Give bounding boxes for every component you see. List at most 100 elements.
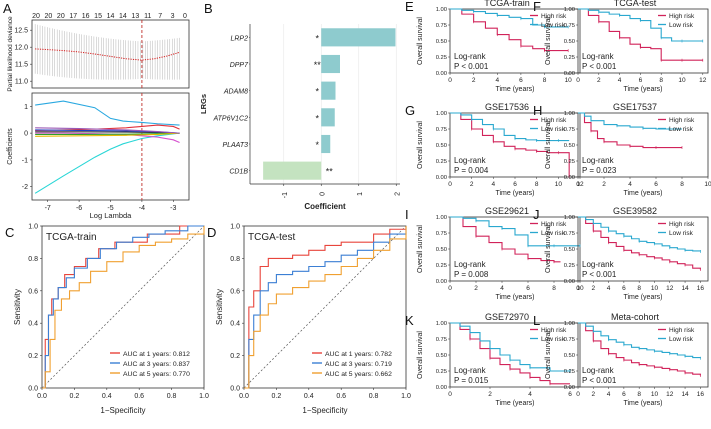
x-tick-label: -7 (45, 205, 51, 212)
y-tick-label: 0.00 (436, 279, 447, 285)
top-tick-label: 20 (32, 13, 40, 20)
y-tick-label: 11.5 (15, 62, 28, 69)
y-tick-label: 0.75 (436, 127, 447, 133)
x-tick-label: 6 (526, 285, 530, 292)
y-tick-label: 0.00 (564, 279, 575, 285)
roc-curve (42, 226, 205, 389)
x-tick-label: 6 (513, 181, 517, 188)
x-axis-label: Time (years) (623, 190, 662, 197)
y-tick-label: 1.00 (564, 215, 575, 221)
gene-label: CD1B (229, 169, 248, 176)
top-tick-label: 13 (131, 13, 139, 20)
coefficient-path (35, 132, 180, 137)
top-tick-label: 11 (144, 13, 151, 20)
x-tick-label: 4 (492, 181, 496, 188)
logrank-label: Log-rank (582, 366, 615, 375)
y-tick-label: 1.00 (436, 321, 447, 327)
panel-letter: K (405, 313, 414, 328)
top-tick-label: 17 (69, 13, 77, 20)
top-tick-label: 0 (183, 13, 187, 20)
gene-label: ATP6V1C2 (213, 115, 249, 122)
panel-letter: D (207, 225, 216, 240)
roc-curve (244, 226, 407, 389)
x-tick-label: 12 (666, 285, 674, 292)
x-tick-label: 0 (576, 181, 580, 188)
coefficient-bar (321, 81, 336, 100)
gene-label: ADAM8 (223, 89, 248, 96)
logrank-label: Log-rank (582, 156, 615, 165)
x-axis-label: Time (years) (495, 190, 534, 197)
y-axis-label: Overall survival (545, 121, 552, 169)
coefficient-path (35, 100, 180, 126)
x-tick-label: 4 (528, 391, 532, 398)
y-tick-label: 0.25 (436, 55, 447, 61)
y-tick-label: 12.0 (14, 45, 28, 52)
y-tick-label: 0.25 (564, 159, 575, 165)
y-tick-label: 0.8 (28, 256, 38, 263)
x-tick-label: 12 (666, 391, 674, 398)
x-tick-label: 0.4 (304, 393, 314, 400)
mean-deviance-line (35, 48, 180, 61)
plot-title: GSE17536 (485, 102, 529, 112)
deviance-plot-frame (31, 19, 190, 89)
y-tick-label: 1.00 (564, 111, 575, 117)
x-tick-label: 1.0 (199, 393, 209, 400)
x-tick-label: 0.6 (134, 393, 144, 400)
y-tick-label: 0.25 (564, 55, 575, 61)
plot-title: GSE72970 (485, 312, 529, 322)
x-tick-label: 2 (472, 77, 476, 84)
top-tick-label: 20 (45, 13, 53, 20)
roc-plot-frame (41, 225, 205, 389)
x-tick-label: 10 (576, 285, 584, 292)
x-axis-label: Time (years) (623, 294, 662, 301)
y-axis-label: Partial likelihood deviance (7, 16, 14, 92)
x-tick-label: 2 (597, 77, 601, 84)
roc-curve (42, 225, 204, 389)
plot-title: GSE17537 (613, 102, 657, 112)
plot-title: GSE39582 (613, 206, 657, 216)
x-tick-label: 8 (637, 285, 641, 292)
top-tick-label: 14 (119, 13, 127, 20)
x-tick-label: 0.2 (272, 393, 282, 400)
panel-letter: I (405, 207, 409, 222)
x-axis-label: Time (years) (495, 294, 534, 301)
logrank-label: Log-rank (454, 260, 487, 269)
y-tick-label: 0.00 (564, 175, 575, 181)
x-tick-label: 8 (552, 285, 556, 292)
y-tick-label: 1 (24, 104, 28, 111)
y-tick-label: -1 (22, 157, 28, 164)
y-tick-label: 12.5 (14, 28, 28, 35)
y-tick-label: 0.75 (564, 127, 575, 133)
y-tick-label: 0.4 (28, 321, 38, 328)
gene-label: DPP7 (230, 62, 249, 69)
x-axis-label: Log Lambda (90, 211, 133, 220)
legend-label: Low risk (669, 22, 694, 29)
p-value-label: P = 0.004 (454, 166, 489, 175)
logrank-label: Log-rank (454, 366, 487, 375)
y-axis-label: LRGs (199, 94, 208, 114)
gene-label: LRP2 (230, 35, 248, 42)
legend-label: Low risk (541, 230, 566, 237)
y-tick-label: 0.50 (436, 247, 447, 253)
x-tick-label: 2 (488, 391, 492, 398)
y-tick-label: 0.25 (564, 263, 575, 269)
legend-label: Low risk (541, 336, 566, 343)
logrank-label: Log-rank (582, 260, 615, 269)
logrank-label: Log-rank (582, 52, 615, 61)
plot-title: TCGA-train (484, 0, 530, 8)
y-tick-label: 0.8 (230, 256, 240, 263)
coefficient-path (35, 127, 180, 134)
x-tick-label: 0 (448, 181, 452, 188)
y-axis-label: Coefficients (7, 128, 14, 165)
x-tick-label: 2 (470, 181, 474, 188)
x-tick-label: 8 (543, 77, 547, 84)
x-tick-label: -6 (76, 205, 82, 212)
y-tick-label: 0.2 (28, 353, 38, 360)
legend-label: Low risk (669, 230, 694, 237)
x-tick-label: 6 (568, 391, 572, 398)
panel-letter: G (405, 103, 415, 118)
logrank-label: Log-rank (454, 52, 487, 61)
p-value-label: P < 0.001 (582, 62, 617, 71)
y-tick-label: -2 (22, 184, 28, 191)
